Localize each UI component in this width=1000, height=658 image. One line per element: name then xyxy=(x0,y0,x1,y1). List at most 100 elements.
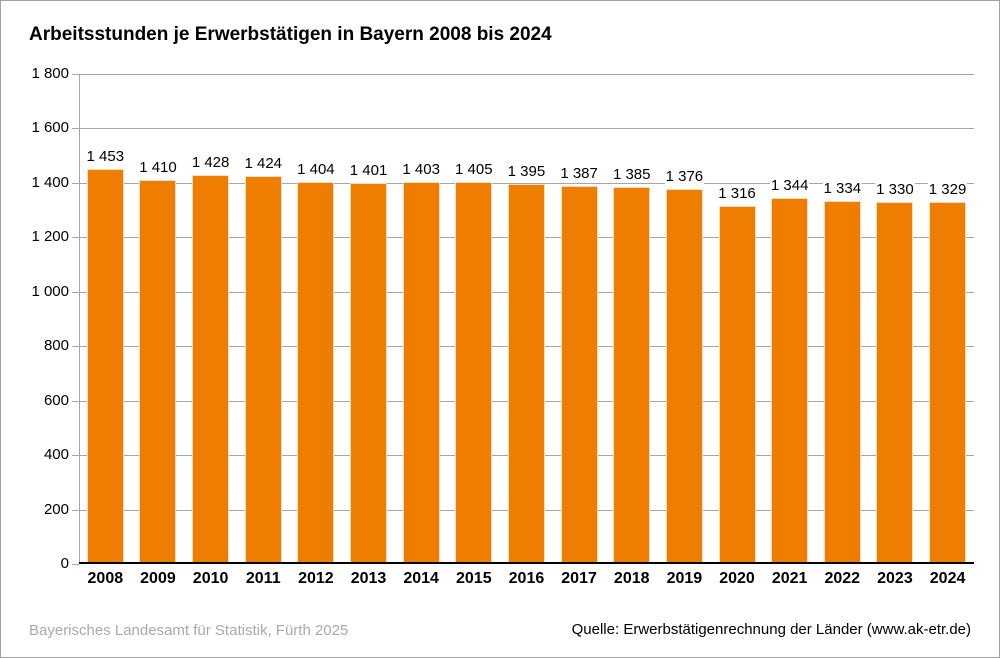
bar-value-label: 1 428 xyxy=(190,154,231,172)
bar-value-label: 1 387 xyxy=(559,165,599,183)
bar-column: 1 428 xyxy=(184,74,237,564)
x-axis-line xyxy=(79,562,974,564)
x-tick-label: 2023 xyxy=(877,570,913,587)
bar-value-label: 1 316 xyxy=(717,184,757,202)
x-axis-labels: 2008 2009 2010 2011 2012 2013 2014 2015 2016 2017… xyxy=(79,570,974,588)
y-axis-tick xyxy=(72,128,79,129)
bar-value-label: 1 405 xyxy=(454,160,494,178)
bars-row: 1 453 1 410 1 428 1 424 1 404 1 401 1 403 1 405… xyxy=(79,74,974,564)
bar-value-label: 1 334 xyxy=(822,179,863,197)
x-tick-label: 2024 xyxy=(929,570,966,587)
y-tick-label: 1 400 xyxy=(31,174,69,191)
bar xyxy=(665,189,703,564)
y-tick-label: 1 200 xyxy=(31,228,69,245)
bar xyxy=(613,187,651,564)
bar xyxy=(192,175,230,564)
bar xyxy=(350,182,388,564)
y-tick-label: 800 xyxy=(43,337,69,354)
bar-column: 1 385 xyxy=(605,74,658,564)
x-tick-label: 2016 xyxy=(508,570,545,587)
y-axis-tick xyxy=(72,455,79,456)
bar-column: 1 329 xyxy=(921,74,974,564)
x-tick-label: 2022 xyxy=(824,570,861,587)
bar-column: 1 330 xyxy=(869,74,922,564)
x-tick-label: 2018 xyxy=(613,570,650,587)
y-tick-label: 0 xyxy=(60,555,69,572)
bar-value-label: 1 376 xyxy=(664,168,705,186)
bar-value-label: 1 330 xyxy=(875,180,915,198)
bar xyxy=(929,202,967,564)
publisher-note: Bayerisches Landesamt für Statistik, Für… xyxy=(29,622,349,639)
x-tick-label: 2011 xyxy=(245,570,281,587)
y-axis-tick xyxy=(72,510,79,511)
bar-value-label: 1 395 xyxy=(506,163,547,181)
bar-value-label: 1 401 xyxy=(348,161,389,179)
gridline xyxy=(79,74,974,75)
bar xyxy=(507,184,545,564)
bar-column: 1 405 xyxy=(447,74,500,564)
y-tick-label: 1 000 xyxy=(31,283,69,300)
bar xyxy=(771,198,809,564)
y-tick-label: 200 xyxy=(43,501,69,518)
x-tick-label: 2014 xyxy=(403,570,439,587)
bar-value-label: 1 385 xyxy=(611,166,652,183)
y-axis-tick xyxy=(72,401,79,402)
bar-column: 1 316 xyxy=(711,74,764,564)
chart-title: Arbeitsstunden je Erwerbstätigen in Baye… xyxy=(29,24,552,45)
bar-column: 1 404 xyxy=(290,74,343,564)
y-tick-label: 1 600 xyxy=(31,119,69,136)
y-axis-tick xyxy=(72,74,79,75)
bar-column: 1 453 xyxy=(79,74,132,564)
x-tick-label: 2021 xyxy=(771,570,808,587)
x-tick-label: 2009 xyxy=(140,570,176,587)
x-tick-label: 2020 xyxy=(719,570,755,587)
bar-value-label: 1 410 xyxy=(138,159,178,177)
bar-column: 1 410 xyxy=(132,74,185,564)
bar-column: 1 376 xyxy=(658,74,711,564)
y-axis-tick xyxy=(72,183,79,184)
x-tick-label: 2012 xyxy=(298,570,334,587)
x-tick-label: 2008 xyxy=(87,570,124,587)
bar xyxy=(402,182,440,564)
y-axis-tick xyxy=(72,237,79,238)
bar xyxy=(139,180,177,564)
plot-area: 1 453 1 410 1 428 1 424 1 404 1 401 1 403 1 405… xyxy=(79,74,974,564)
bar-value-label: 1 329 xyxy=(927,181,968,199)
bar-value-label: 1 404 xyxy=(296,160,336,178)
y-axis-tick xyxy=(72,564,79,565)
bar xyxy=(455,181,493,564)
bar xyxy=(297,181,335,564)
bar-value-label: 1 344 xyxy=(769,177,810,195)
bar xyxy=(244,176,282,564)
gridline xyxy=(79,128,974,129)
bar-column: 1 401 xyxy=(342,74,395,564)
y-tick-label: 600 xyxy=(43,392,69,409)
y-tick-label: 400 xyxy=(43,446,69,463)
x-tick-label: 2013 xyxy=(350,570,387,587)
x-tick-label: 2010 xyxy=(192,570,229,587)
bar-column: 1 387 xyxy=(553,74,606,564)
bar-column: 1 344 xyxy=(763,74,816,564)
bar-value-label: 1 453 xyxy=(85,147,126,165)
bar xyxy=(823,200,861,564)
x-tick-label: 2015 xyxy=(456,570,492,587)
bar xyxy=(560,186,598,564)
bar-value-label: 1 403 xyxy=(401,161,441,179)
y-tick-label: 1 800 xyxy=(31,65,69,82)
bar xyxy=(876,201,914,564)
y-axis-tick xyxy=(72,292,79,293)
bar-column: 1 424 xyxy=(237,74,290,564)
x-tick-label: 2019 xyxy=(666,570,703,587)
bar-column: 1 403 xyxy=(395,74,448,564)
y-axis-labels: 0 200 400 600 800 1 000 1 200 1 400 1 600 1 800 xyxy=(1,65,69,572)
bar-value-label: 1 424 xyxy=(243,155,284,173)
bar xyxy=(718,205,756,564)
y-axis-tick xyxy=(72,346,79,347)
source-note: Quelle: Erwerbstätigenrechnung der Lände… xyxy=(571,621,971,638)
y-axis-line xyxy=(79,74,80,564)
gridline xyxy=(79,183,974,184)
x-tick-label: 2017 xyxy=(561,570,597,587)
bar-column: 1 395 xyxy=(500,74,553,564)
bar xyxy=(86,168,124,564)
